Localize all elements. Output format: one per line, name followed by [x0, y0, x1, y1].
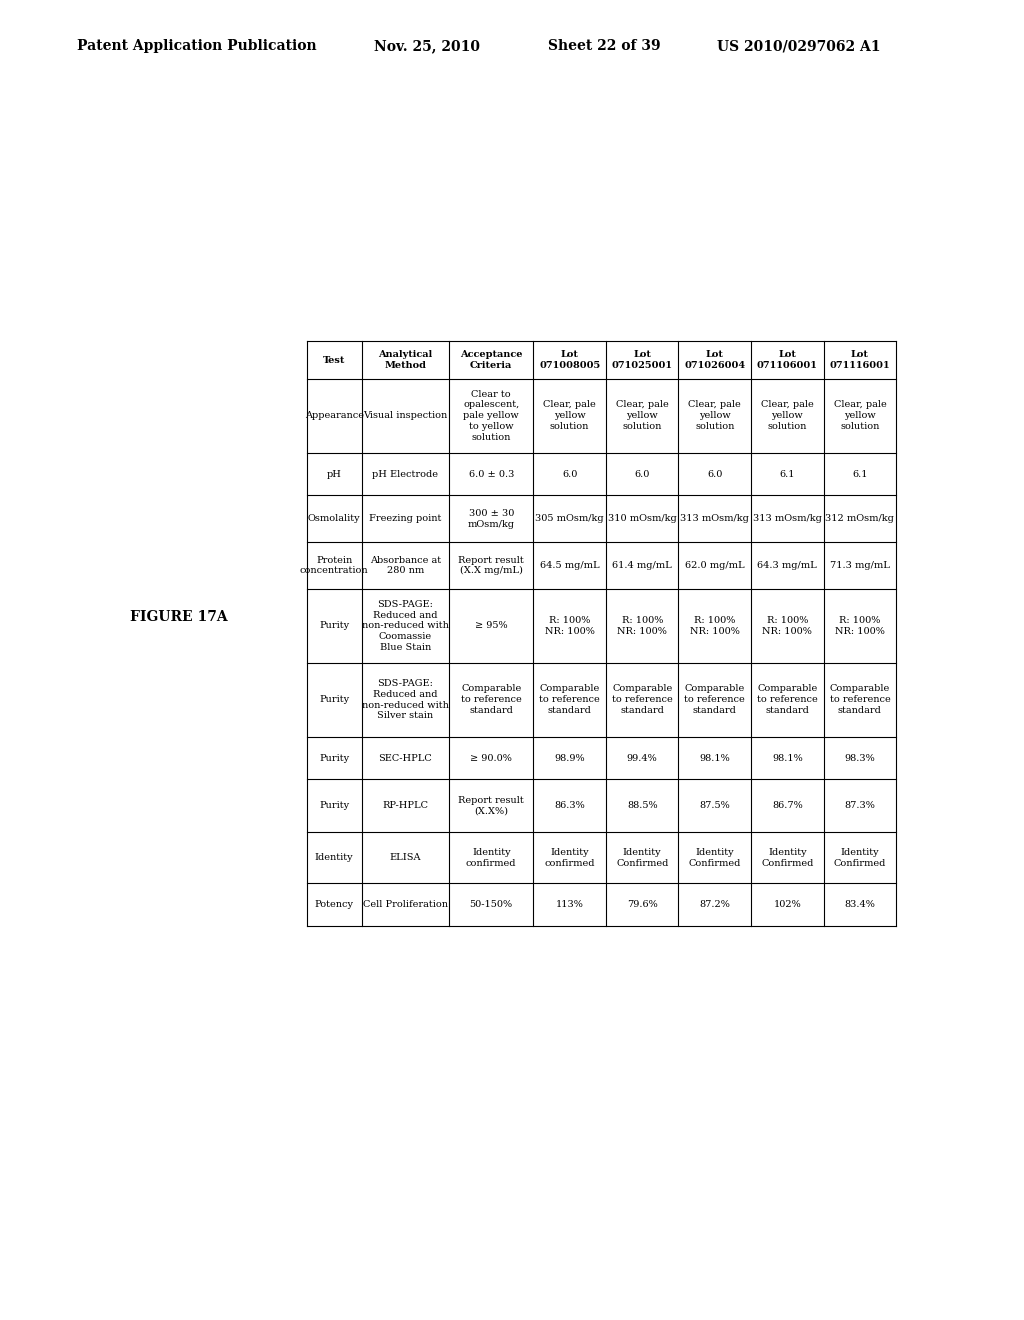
- Text: Report result
(X.X mg/mL): Report result (X.X mg/mL): [459, 556, 524, 576]
- Text: 98.3%: 98.3%: [845, 754, 876, 763]
- Text: ≥ 90.0%: ≥ 90.0%: [470, 754, 512, 763]
- Text: 98.1%: 98.1%: [772, 754, 803, 763]
- Text: Absorbance at
280 nm: Absorbance at 280 nm: [370, 556, 441, 576]
- Text: 62.0 mg/mL: 62.0 mg/mL: [685, 561, 744, 570]
- Text: Analytical
Method: Analytical Method: [378, 350, 432, 370]
- Text: Clear, pale
yellow
solution: Clear, pale yellow solution: [615, 400, 669, 430]
- Text: Sheet 22 of 39: Sheet 22 of 39: [548, 40, 660, 53]
- Text: R: 100%
NR: 100%: R: 100% NR: 100%: [835, 616, 885, 636]
- Text: Lot
071025001: Lot 071025001: [611, 350, 673, 370]
- Text: 87.2%: 87.2%: [699, 900, 730, 909]
- Text: 50-150%: 50-150%: [470, 900, 513, 909]
- Text: Comparable
to reference
standard: Comparable to reference standard: [757, 685, 818, 715]
- Text: Freezing point: Freezing point: [370, 515, 441, 523]
- Text: Clear, pale
yellow
solution: Clear, pale yellow solution: [834, 400, 887, 430]
- Text: 6.0: 6.0: [562, 470, 578, 479]
- Text: 312 mOsm/kg: 312 mOsm/kg: [825, 515, 894, 523]
- Text: ELISA: ELISA: [389, 853, 421, 862]
- Text: 6.0: 6.0: [708, 470, 723, 479]
- Text: R: 100%
NR: 100%: R: 100% NR: 100%: [690, 616, 739, 636]
- Text: Identity: Identity: [314, 853, 353, 862]
- Text: 86.7%: 86.7%: [772, 801, 803, 810]
- Text: 305 mOsm/kg: 305 mOsm/kg: [536, 515, 604, 523]
- Text: R: 100%
NR: 100%: R: 100% NR: 100%: [545, 616, 595, 636]
- Text: 79.6%: 79.6%: [627, 900, 657, 909]
- Text: 6.0 ± 0.3: 6.0 ± 0.3: [469, 470, 514, 479]
- Text: 300 ± 30
mOsm/kg: 300 ± 30 mOsm/kg: [468, 510, 515, 528]
- Text: Patent Application Publication: Patent Application Publication: [77, 40, 316, 53]
- Text: Cell Proliferation: Cell Proliferation: [362, 900, 447, 909]
- Text: 88.5%: 88.5%: [627, 801, 657, 810]
- Text: Protein
concentration: Protein concentration: [300, 556, 369, 576]
- Text: Clear to
opalescent,
pale yellow
to yellow
solution: Clear to opalescent, pale yellow to yell…: [463, 389, 519, 442]
- Text: Comparable
to reference
standard: Comparable to reference standard: [611, 685, 673, 715]
- Text: Identity
confirmed: Identity confirmed: [545, 847, 595, 867]
- Text: Purity: Purity: [319, 696, 349, 704]
- Text: 6.1: 6.1: [852, 470, 867, 479]
- Text: Identity
confirmed: Identity confirmed: [466, 847, 516, 867]
- Text: Comparable
to reference
standard: Comparable to reference standard: [461, 685, 521, 715]
- Text: pH: pH: [327, 470, 342, 479]
- Text: 64.3 mg/mL: 64.3 mg/mL: [758, 561, 817, 570]
- Text: 310 mOsm/kg: 310 mOsm/kg: [608, 515, 677, 523]
- Text: 86.3%: 86.3%: [554, 801, 585, 810]
- Text: Purity: Purity: [319, 622, 349, 630]
- Text: Lot
071116001: Lot 071116001: [829, 350, 890, 370]
- Text: ≥ 95%: ≥ 95%: [475, 622, 508, 630]
- Text: 99.4%: 99.4%: [627, 754, 657, 763]
- Text: 113%: 113%: [556, 900, 584, 909]
- Text: Potency: Potency: [314, 900, 353, 909]
- Text: US 2010/0297062 A1: US 2010/0297062 A1: [717, 40, 881, 53]
- Text: 6.0: 6.0: [635, 470, 650, 479]
- Text: 102%: 102%: [773, 900, 801, 909]
- Text: 313 mOsm/kg: 313 mOsm/kg: [680, 515, 750, 523]
- Text: Clear, pale
yellow
solution: Clear, pale yellow solution: [688, 400, 741, 430]
- Text: 98.9%: 98.9%: [554, 754, 585, 763]
- Text: Nov. 25, 2010: Nov. 25, 2010: [374, 40, 480, 53]
- Text: Test: Test: [323, 355, 345, 364]
- Text: Acceptance
Criteria: Acceptance Criteria: [460, 350, 522, 370]
- Text: 98.1%: 98.1%: [699, 754, 730, 763]
- Text: pH Electrode: pH Electrode: [373, 470, 438, 479]
- Text: SDS-PAGE:
Reduced and
non-reduced with
Coomassie
Blue Stain: SDS-PAGE: Reduced and non-reduced with C…: [361, 599, 449, 652]
- Text: RP-HPLC: RP-HPLC: [382, 801, 428, 810]
- Text: SDS-PAGE:
Reduced and
non-reduced with
Silver stain: SDS-PAGE: Reduced and non-reduced with S…: [361, 678, 449, 721]
- Text: R: 100%
NR: 100%: R: 100% NR: 100%: [617, 616, 668, 636]
- Text: Identity
Confirmed: Identity Confirmed: [761, 847, 813, 867]
- Text: Clear, pale
yellow
solution: Clear, pale yellow solution: [761, 400, 814, 430]
- Text: 6.1: 6.1: [779, 470, 795, 479]
- Text: Appearance: Appearance: [304, 411, 364, 420]
- Text: Report result
(X.X%): Report result (X.X%): [459, 796, 524, 816]
- Text: Lot
071026004: Lot 071026004: [684, 350, 745, 370]
- Text: Identity
Confirmed: Identity Confirmed: [834, 847, 886, 867]
- Text: 313 mOsm/kg: 313 mOsm/kg: [753, 515, 822, 523]
- Text: FIGURE 17A: FIGURE 17A: [130, 610, 228, 624]
- Text: SEC-HPLC: SEC-HPLC: [379, 754, 432, 763]
- Text: Lot
071008005: Lot 071008005: [539, 350, 600, 370]
- Text: 87.3%: 87.3%: [845, 801, 876, 810]
- Text: Osmolality: Osmolality: [308, 515, 360, 523]
- Text: 83.4%: 83.4%: [845, 900, 876, 909]
- Text: 61.4 mg/mL: 61.4 mg/mL: [612, 561, 672, 570]
- Text: Comparable
to reference
standard: Comparable to reference standard: [829, 685, 890, 715]
- Text: 87.5%: 87.5%: [699, 801, 730, 810]
- Text: Purity: Purity: [319, 801, 349, 810]
- Text: Comparable
to reference
standard: Comparable to reference standard: [684, 685, 745, 715]
- Text: R: 100%
NR: 100%: R: 100% NR: 100%: [763, 616, 812, 636]
- Text: Purity: Purity: [319, 754, 349, 763]
- Text: Lot
071106001: Lot 071106001: [757, 350, 818, 370]
- Text: Identity
Confirmed: Identity Confirmed: [616, 847, 669, 867]
- Text: Visual inspection: Visual inspection: [364, 411, 447, 420]
- Text: Clear, pale
yellow
solution: Clear, pale yellow solution: [544, 400, 596, 430]
- Text: 64.5 mg/mL: 64.5 mg/mL: [540, 561, 599, 570]
- Text: Identity
Confirmed: Identity Confirmed: [688, 847, 741, 867]
- Text: 71.3 mg/mL: 71.3 mg/mL: [830, 561, 890, 570]
- Text: Comparable
to reference
standard: Comparable to reference standard: [540, 685, 600, 715]
